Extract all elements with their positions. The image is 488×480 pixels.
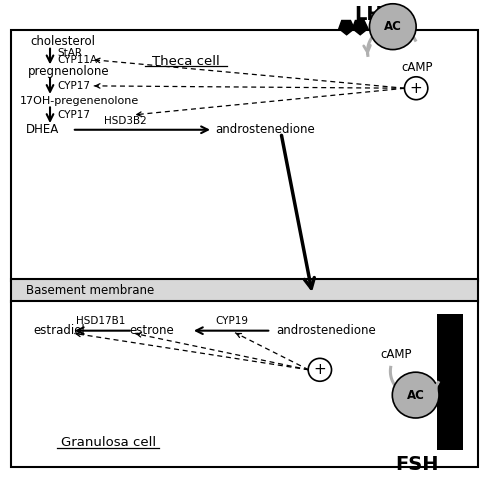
- Text: +: +: [409, 81, 422, 96]
- Text: cholesterol: cholesterol: [30, 36, 95, 48]
- Polygon shape: [338, 21, 354, 35]
- Text: 17OH-pregenenolone: 17OH-pregenenolone: [20, 96, 139, 106]
- Text: CYP17: CYP17: [57, 110, 90, 120]
- Text: estrone: estrone: [129, 324, 174, 337]
- Circle shape: [391, 372, 438, 418]
- Bar: [436, 314, 462, 450]
- Text: Basement membrane: Basement membrane: [26, 284, 154, 297]
- Text: cAMP: cAMP: [380, 348, 411, 361]
- Text: CYP19: CYP19: [215, 316, 248, 326]
- Text: HSD3B2: HSD3B2: [104, 116, 146, 126]
- Bar: [11, 279, 477, 302]
- Bar: [11, 30, 477, 281]
- Text: LH: LH: [353, 5, 382, 24]
- Text: StAR: StAR: [57, 48, 82, 58]
- Text: AC: AC: [383, 20, 401, 33]
- Text: HSD17B1: HSD17B1: [76, 316, 125, 326]
- Circle shape: [369, 4, 415, 49]
- Text: DHEA: DHEA: [26, 123, 59, 136]
- Text: Granulosa cell: Granulosa cell: [61, 436, 156, 449]
- Circle shape: [307, 359, 331, 381]
- Text: pregnenolone: pregnenolone: [28, 65, 109, 78]
- Text: CYP11A: CYP11A: [57, 55, 97, 65]
- Text: Theca cell: Theca cell: [152, 55, 220, 68]
- Text: estradiol: estradiol: [33, 324, 84, 337]
- Text: FSH: FSH: [395, 455, 438, 474]
- Bar: [11, 300, 477, 467]
- Circle shape: [404, 77, 427, 100]
- Text: +: +: [313, 362, 325, 377]
- Polygon shape: [352, 21, 367, 35]
- Text: cAMP: cAMP: [400, 61, 432, 74]
- Text: AC: AC: [406, 389, 424, 402]
- Text: CYP17: CYP17: [57, 81, 90, 91]
- Text: androstenedione: androstenedione: [276, 324, 375, 337]
- Text: androstenedione: androstenedione: [215, 123, 314, 136]
